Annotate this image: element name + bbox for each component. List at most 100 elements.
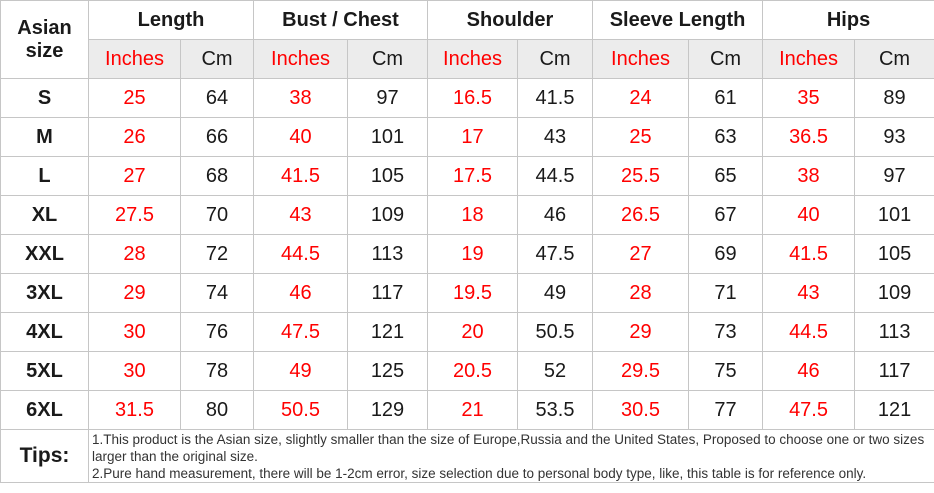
table-row: M 26 66 40 101 17 43 25 63 36.5 93 <box>0 117 934 157</box>
value-cell-inches: 30.5 <box>592 390 690 430</box>
value-cell-cm: 69 <box>688 234 764 274</box>
value-cell-cm: 52 <box>516 351 594 391</box>
value-cell-cm: 117 <box>347 273 428 313</box>
value-cell-inches: 44.5 <box>253 234 348 274</box>
group-header-row: Asian size Length Bust / Chest Shoulder … <box>0 0 934 79</box>
value-cell-cm: 109 <box>347 195 428 235</box>
value-cell-cm: 53.5 <box>516 390 594 430</box>
value-cell-inches: 19.5 <box>427 273 518 313</box>
table-row: XL 27.5 70 43 109 18 46 26.5 67 40 101 <box>0 195 934 235</box>
value-cell-cm: 50.5 <box>516 312 594 352</box>
value-cell-cm: 101 <box>347 117 428 157</box>
value-cell-inches: 24 <box>592 78 690 118</box>
value-cell-cm: 121 <box>347 312 428 352</box>
corner-header-asian-size: Asian size <box>0 0 89 79</box>
value-cell-inches: 27.5 <box>88 195 181 235</box>
value-cell-cm: 129 <box>347 390 428 430</box>
value-cell-cm: 109 <box>854 273 934 313</box>
value-cell-inches: 18 <box>427 195 518 235</box>
value-cell-inches: 26.5 <box>592 195 690 235</box>
value-cell-inches: 20 <box>427 312 518 352</box>
value-cell-cm: 80 <box>180 390 254 430</box>
value-cell-inches: 25.5 <box>592 156 690 196</box>
row-size-label: S <box>0 78 89 118</box>
size-chart-table: Asian size Length Bust / Chest Shoulder … <box>0 0 934 483</box>
tips-line-2: 2.Pure hand measurement, there will be 1… <box>92 466 867 481</box>
value-cell-cm: 113 <box>854 312 934 352</box>
unit-header-cm: Cm <box>347 39 428 79</box>
value-cell-inches: 44.5 <box>762 312 856 352</box>
value-cell-inches: 43 <box>762 273 856 313</box>
value-cell-cm: 70 <box>180 195 254 235</box>
tips-row: Tips: 1.This product is the Asian size, … <box>0 429 934 483</box>
value-cell-cm: 73 <box>688 312 764 352</box>
value-cell-inches: 30 <box>88 312 181 352</box>
table-row: 5XL 30 78 49 125 20.5 52 29.5 75 46 117 <box>0 351 934 391</box>
unit-header-cm: Cm <box>180 39 254 79</box>
value-cell-cm: 113 <box>347 234 428 274</box>
row-size-label: 3XL <box>0 273 89 313</box>
value-cell-inches: 47.5 <box>253 312 348 352</box>
value-cell-inches: 46 <box>762 351 856 391</box>
unit-header-cm: Cm <box>688 39 764 79</box>
value-cell-cm: 46 <box>516 195 594 235</box>
value-cell-inches: 28 <box>592 273 690 313</box>
value-cell-inches: 17.5 <box>427 156 518 196</box>
value-cell-cm: 66 <box>180 117 254 157</box>
value-cell-cm: 75 <box>688 351 764 391</box>
row-size-label: 5XL <box>0 351 89 391</box>
value-cell-inches: 46 <box>253 273 348 313</box>
value-cell-inches: 25 <box>88 78 181 118</box>
unit-header-inches: Inches <box>762 39 856 79</box>
value-cell-inches: 26 <box>88 117 181 157</box>
value-cell-cm: 101 <box>854 195 934 235</box>
unit-header-inches: Inches <box>592 39 690 79</box>
value-cell-inches: 21 <box>427 390 518 430</box>
value-cell-cm: 41.5 <box>516 78 594 118</box>
value-cell-cm: 64 <box>180 78 254 118</box>
value-cell-cm: 105 <box>854 234 934 274</box>
table-row: 3XL 29 74 46 117 19.5 49 28 71 43 109 <box>0 273 934 313</box>
column-group-bust-chest: Bust / Chest <box>253 0 428 40</box>
value-cell-inches: 41.5 <box>253 156 348 196</box>
value-cell-inches: 36.5 <box>762 117 856 157</box>
tips-cell: 1.This product is the Asian size, slight… <box>87 429 934 483</box>
value-cell-inches: 40 <box>253 117 348 157</box>
column-group-hips: Hips <box>762 0 934 40</box>
value-cell-inches: 30 <box>88 351 181 391</box>
value-cell-inches: 38 <box>762 156 856 196</box>
unit-header-inches: Inches <box>427 39 518 79</box>
value-cell-cm: 97 <box>854 156 934 196</box>
value-cell-inches: 50.5 <box>253 390 348 430</box>
table-row: 4XL 30 76 47.5 121 20 50.5 29 73 44.5 11… <box>0 312 934 352</box>
value-cell-cm: 47.5 <box>516 234 594 274</box>
value-cell-inches: 29 <box>88 273 181 313</box>
value-cell-cm: 74 <box>180 273 254 313</box>
value-cell-cm: 44.5 <box>516 156 594 196</box>
value-cell-inches: 20.5 <box>427 351 518 391</box>
value-cell-cm: 89 <box>854 78 934 118</box>
value-cell-inches: 43 <box>253 195 348 235</box>
value-cell-cm: 121 <box>854 390 934 430</box>
unit-header-row: Inches Cm Inches Cm Inches Cm Inches Cm … <box>1 39 934 79</box>
value-cell-inches: 29.5 <box>592 351 690 391</box>
value-cell-cm: 68 <box>180 156 254 196</box>
tips-line-1: 1.This product is the Asian size, slight… <box>92 432 925 464</box>
table-row: XXL 28 72 44.5 113 19 47.5 27 69 41.5 10… <box>0 234 934 274</box>
row-size-label: L <box>0 156 89 196</box>
unit-header-cm: Cm <box>516 39 594 79</box>
row-size-label: M <box>0 117 89 157</box>
value-cell-cm: 77 <box>688 390 764 430</box>
value-cell-cm: 71 <box>688 273 764 313</box>
value-cell-inches: 31.5 <box>88 390 181 430</box>
value-cell-cm: 76 <box>180 312 254 352</box>
unit-header-cm: Cm <box>854 39 934 79</box>
value-cell-cm: 65 <box>688 156 764 196</box>
value-cell-cm: 61 <box>688 78 764 118</box>
value-cell-inches: 49 <box>253 351 348 391</box>
tips-label: Tips: <box>0 429 89 483</box>
value-cell-inches: 16.5 <box>427 78 518 118</box>
value-cell-cm: 72 <box>180 234 254 274</box>
row-size-label: XL <box>0 195 89 235</box>
